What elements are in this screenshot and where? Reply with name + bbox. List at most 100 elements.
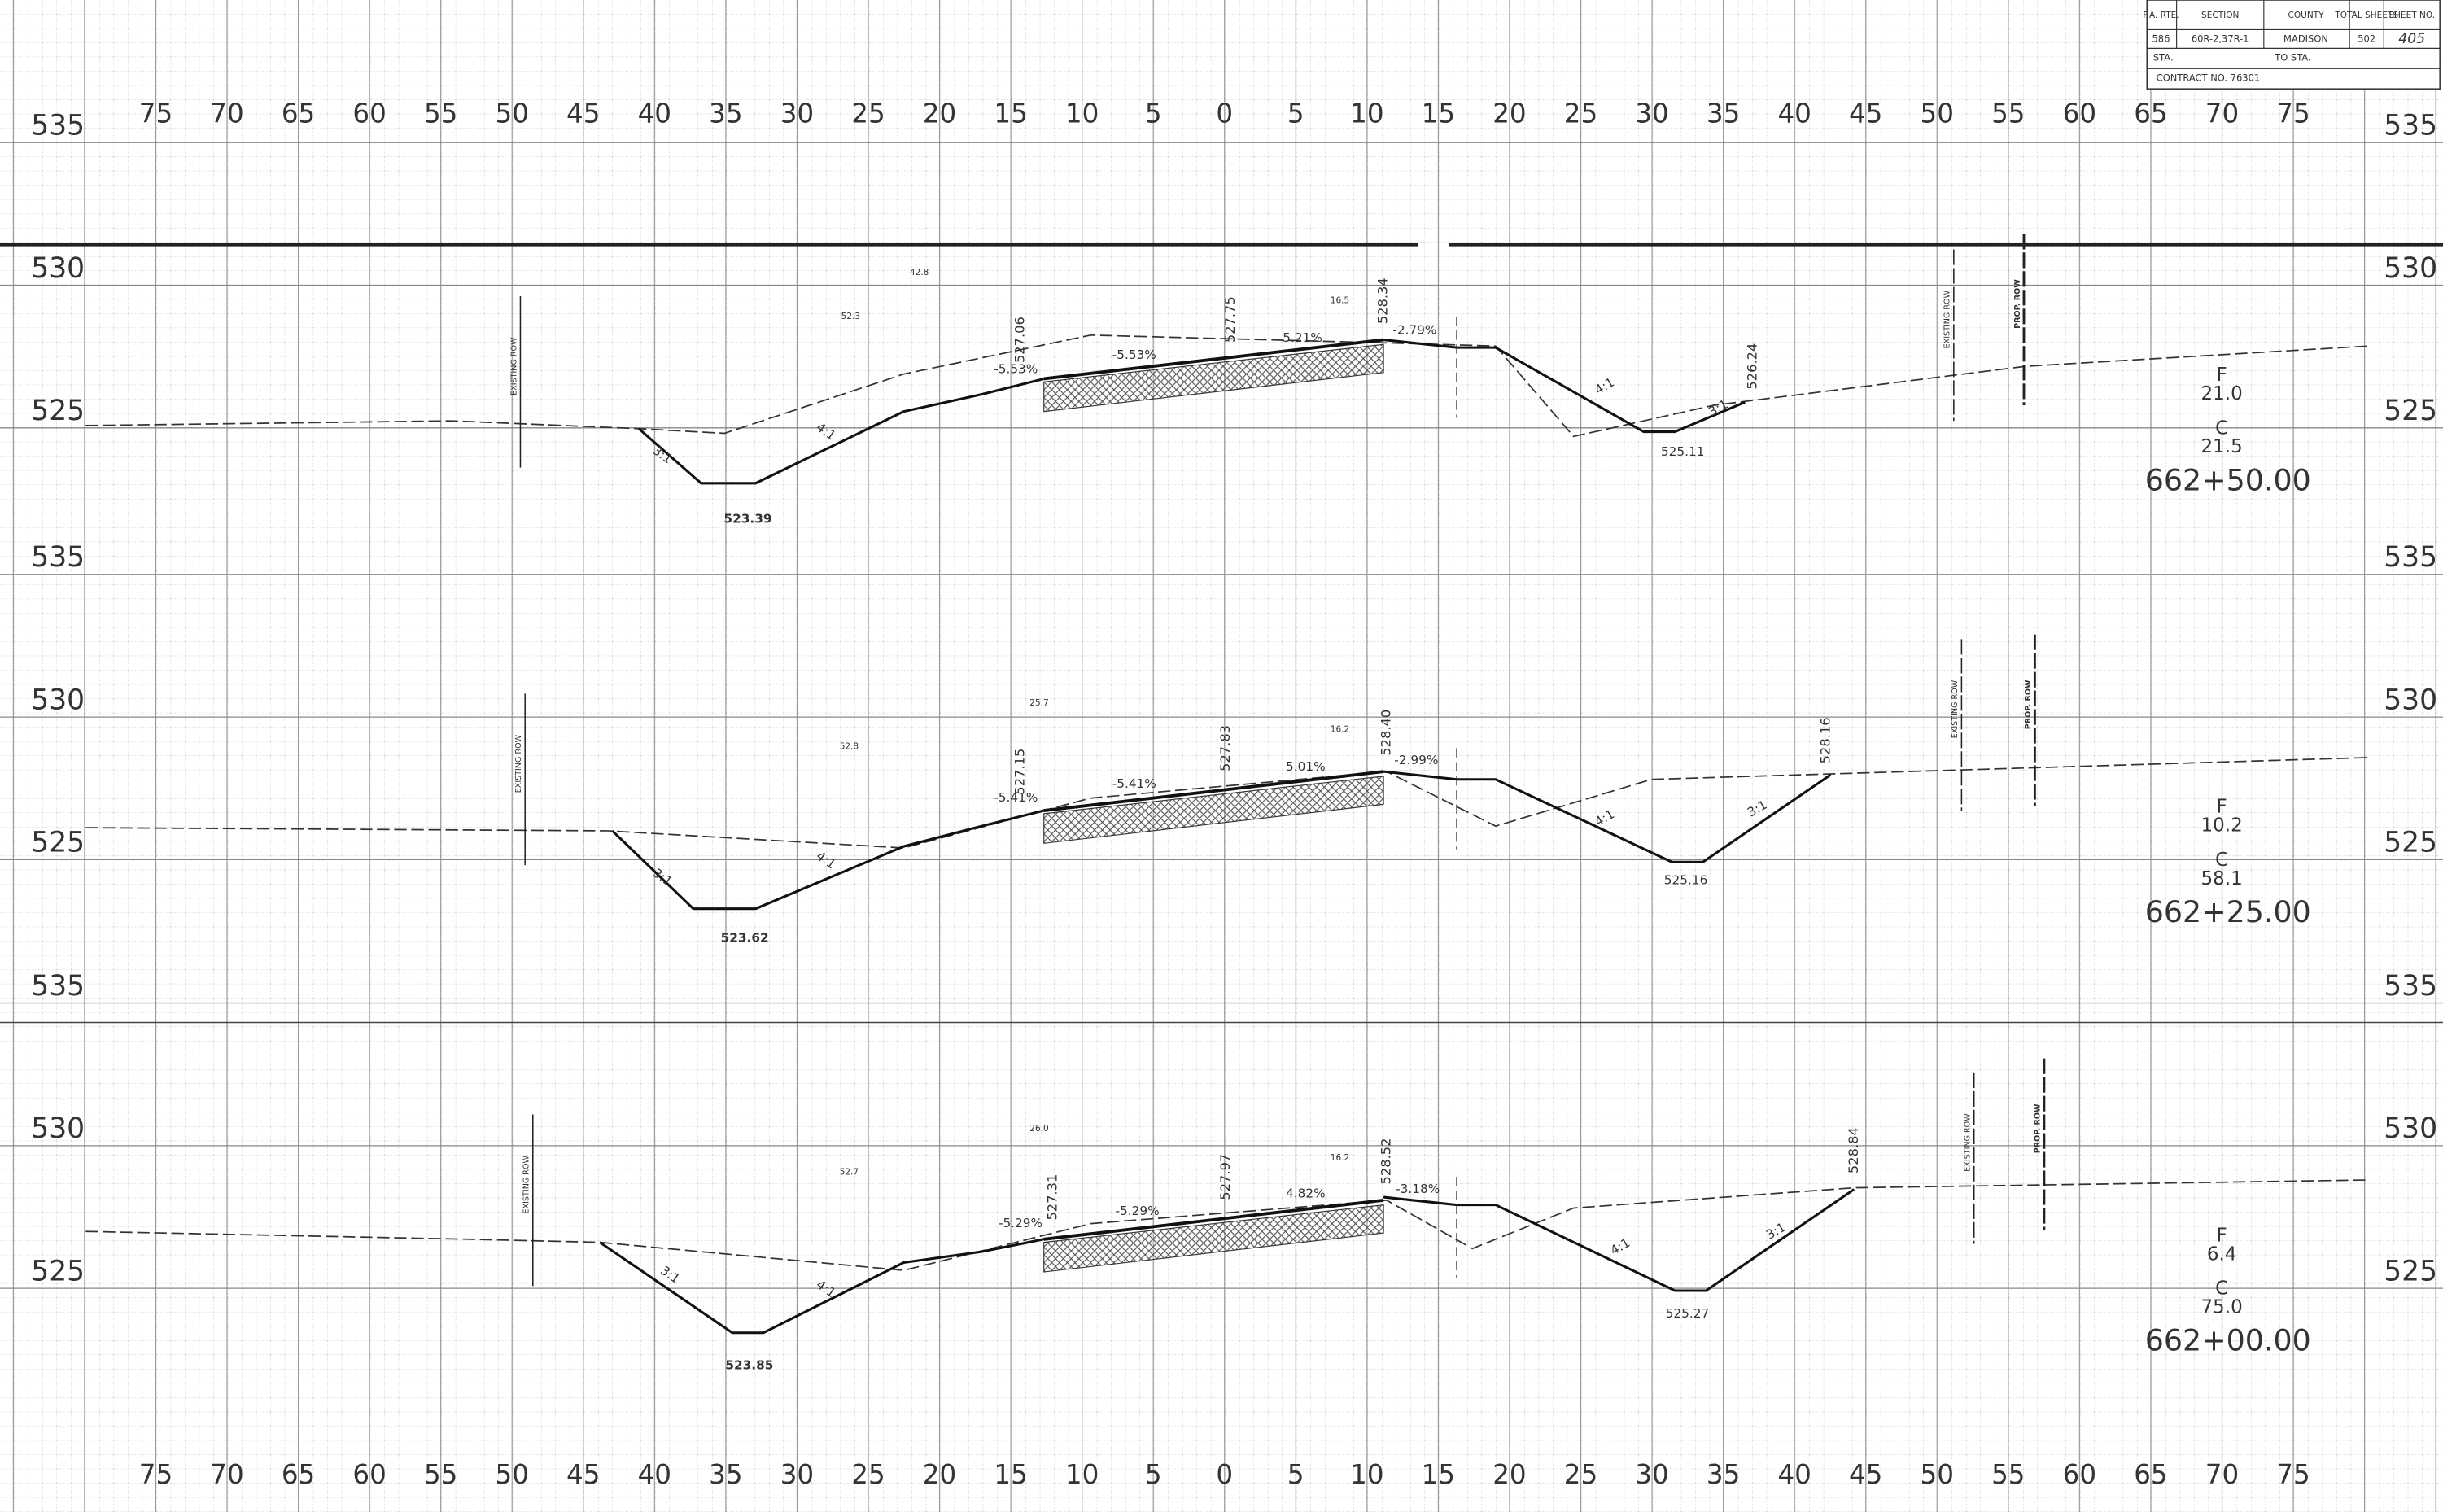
offset-label: 40 xyxy=(1777,1459,1811,1490)
cross-slope: -3.18% xyxy=(1396,1182,1440,1196)
offset-label: 50 xyxy=(1921,1459,1954,1490)
cross-slope: -5.29% xyxy=(999,1216,1042,1230)
cross-slope: -5.41% xyxy=(1112,776,1156,791)
offset-label: 10 xyxy=(1350,1459,1383,1490)
elevation-label: 525 xyxy=(2384,827,2437,859)
proposed-right xyxy=(1383,339,1746,434)
elevation-callout: 528.40 xyxy=(1378,710,1393,756)
elevation-callout: 525.16 xyxy=(1664,873,1708,888)
offset-label: 35 xyxy=(709,98,742,129)
pavement-top xyxy=(1043,338,1384,381)
elevation-label: 530 xyxy=(31,252,85,285)
dimension-note: 26.0 xyxy=(1029,1124,1048,1134)
cross-slope: -5.53% xyxy=(994,361,1038,376)
offset-label: 75 xyxy=(2276,98,2310,129)
offset-label: 70 xyxy=(210,1459,243,1490)
dimension-note: 42.8 xyxy=(910,268,929,277)
cross-slope: 4.82% xyxy=(1286,1186,1326,1201)
dimension-note: 25.7 xyxy=(1029,698,1048,708)
elevation-callout: 528.84 xyxy=(1846,1127,1861,1173)
offset-label: 40 xyxy=(638,98,671,129)
offset-label: 20 xyxy=(923,98,956,129)
elevation-label: 535 xyxy=(2384,110,2437,142)
offset-label: 55 xyxy=(1991,1459,2025,1490)
offset-label: 15 xyxy=(994,1459,1027,1490)
offset-label: 25 xyxy=(851,1459,885,1490)
elevation-label: 525 xyxy=(2384,1255,2437,1287)
offset-label: 30 xyxy=(780,98,814,129)
cross-slope: -5.41% xyxy=(994,790,1038,805)
offset-label: 5 xyxy=(1145,98,1162,129)
elevation-label: 530 xyxy=(2384,684,2437,716)
offset-label: 35 xyxy=(1707,1459,1740,1490)
offset-label: 75 xyxy=(2276,1459,2310,1490)
dimension-note: 52.7 xyxy=(840,1167,859,1177)
pavement xyxy=(1043,343,1384,413)
pavement xyxy=(1043,776,1384,844)
offset-label: 50 xyxy=(496,1459,529,1490)
dimension-note: 16.2 xyxy=(1331,1153,1349,1163)
pavement-top xyxy=(1043,1199,1384,1241)
row-label: EXISTING ROW xyxy=(1943,290,1952,348)
elevation-callout: 523.62 xyxy=(721,931,769,946)
elevation-callout: 523.39 xyxy=(723,511,771,526)
value-cell: 60R-2,37R-1 xyxy=(2192,33,2249,44)
row-label: PROP. ROW xyxy=(2024,680,2033,729)
elevation-label: 525 xyxy=(31,395,85,427)
elevation-callout: 528.16 xyxy=(1817,717,1833,763)
offset-label: 75 xyxy=(139,98,173,129)
header-cell: TOTAL SHEETS xyxy=(2334,11,2398,20)
offset-label: 30 xyxy=(1635,1459,1668,1490)
elevation-callout: 527.97 xyxy=(1217,1154,1233,1200)
offset-label: 55 xyxy=(424,1459,457,1490)
proposed-left xyxy=(611,809,1045,911)
value-cell: 502 xyxy=(2358,33,2375,44)
elevation-label: 530 xyxy=(2384,252,2437,285)
elevation-callout: 527.06 xyxy=(1012,317,1028,363)
value-cell: MADISON xyxy=(2283,33,2328,44)
offset-label: 45 xyxy=(566,1459,600,1490)
elevation-label: 525 xyxy=(2384,395,2437,427)
fill-value: 6.4 xyxy=(2207,1243,2237,1265)
station-label: 662+00.00 xyxy=(2145,1323,2311,1358)
existing-ground xyxy=(85,757,2369,849)
offset-label: 70 xyxy=(2205,98,2239,129)
offset-label: 5 xyxy=(1287,98,1305,129)
pavement xyxy=(1043,1204,1384,1273)
offset-label: 60 xyxy=(2063,98,2096,129)
offset-label: 75 xyxy=(139,1459,173,1490)
proposed-left xyxy=(637,377,1045,485)
elevation-label: 530 xyxy=(31,1112,85,1145)
row-label: EXISTING ROW xyxy=(509,337,518,395)
dimension-note: 52.3 xyxy=(841,312,860,321)
elevation-label: 530 xyxy=(31,684,85,716)
cut-label: C xyxy=(2215,417,2228,439)
existing-ground xyxy=(85,1179,2369,1271)
header-cell: SHEET NO. xyxy=(2388,11,2435,20)
elevation-callout: 523.85 xyxy=(725,1357,773,1372)
value-cell: 405 xyxy=(2398,31,2425,47)
offset-label: 50 xyxy=(1921,98,1954,129)
offset-label: 15 xyxy=(994,98,1027,129)
offset-label: 15 xyxy=(1422,98,1455,129)
row-label: PROP. ROW xyxy=(2013,279,2022,329)
offset-label: 25 xyxy=(851,98,885,129)
offset-label: 40 xyxy=(638,1459,671,1490)
offset-label: 15 xyxy=(1422,1459,1455,1490)
elevation-callout: 528.34 xyxy=(1375,277,1391,324)
offset-label: 60 xyxy=(2063,1459,2096,1490)
elevation-callout: 526.24 xyxy=(1744,343,1759,390)
offset-label: 0 xyxy=(1216,98,1233,129)
header-cell: F.A. RTE. xyxy=(2143,11,2179,20)
offset-label: 10 xyxy=(1065,1459,1099,1490)
offset-label: 30 xyxy=(780,1459,814,1490)
offset-label: 20 xyxy=(1492,98,1526,129)
offset-label: 40 xyxy=(1777,98,1811,129)
offset-label: 25 xyxy=(1564,1459,1597,1490)
elevation-callout: 527.31 xyxy=(1045,1174,1060,1221)
header-cell: COUNTY xyxy=(2288,11,2325,20)
fill-value: 21.0 xyxy=(2201,383,2243,404)
value-cell: 586 xyxy=(2152,33,2170,44)
offset-label: 50 xyxy=(496,98,529,129)
